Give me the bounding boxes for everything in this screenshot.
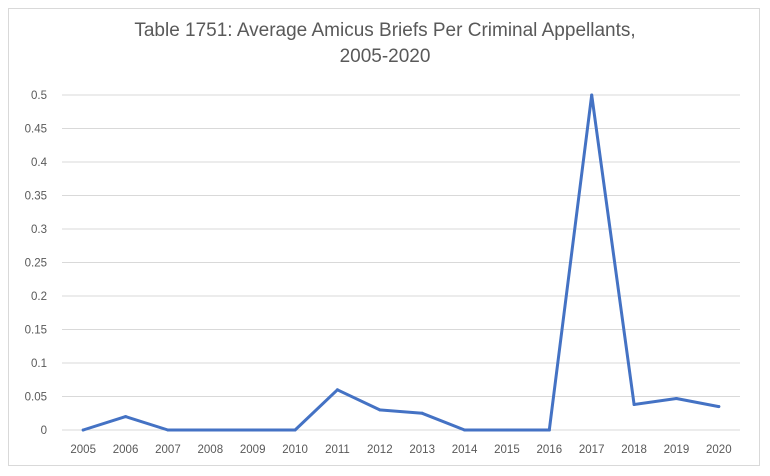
chart-title: Table 1751: Average Amicus Briefs Per Cr… xyxy=(0,18,770,70)
x-tick-label: 2009 xyxy=(240,444,266,456)
series-line-0 xyxy=(81,93,721,432)
x-tick-label: 2020 xyxy=(706,444,732,456)
x-tick-label: 2006 xyxy=(113,444,139,456)
x-tick-label: 2007 xyxy=(155,444,181,456)
x-tick-label: 2015 xyxy=(494,444,520,456)
data-point xyxy=(547,428,551,432)
y-tick-label: 0.5 xyxy=(31,90,47,102)
x-tick-label: 2016 xyxy=(537,444,563,456)
gridlines xyxy=(62,94,740,431)
data-point xyxy=(463,428,467,432)
y-tick-label: 0.35 xyxy=(25,191,47,203)
x-tick-label: 2010 xyxy=(282,444,308,456)
x-tick-label: 2012 xyxy=(367,444,393,456)
x-tick-label: 2011 xyxy=(325,444,350,456)
y-tick-label: 0.3 xyxy=(31,224,47,236)
y-tick-label: 0 xyxy=(41,425,47,437)
x-tick-label: 2019 xyxy=(664,444,690,456)
data-point xyxy=(717,405,721,409)
x-tick-label: 2017 xyxy=(579,444,605,456)
x-tick-label: 2008 xyxy=(198,444,224,456)
x-tick-label: 2005 xyxy=(70,444,96,456)
data-point xyxy=(293,428,297,432)
x-tick-label: 2013 xyxy=(409,444,435,456)
data-point xyxy=(166,428,170,432)
x-tick-label: 2018 xyxy=(621,444,647,456)
data-point xyxy=(590,93,594,97)
y-tick-label: 0.15 xyxy=(25,325,47,337)
data-point xyxy=(335,388,339,392)
data-point xyxy=(632,403,636,407)
chart-title-line-2: 2005-2020 xyxy=(339,46,431,67)
y-axis-ticks: 0 0.05 0.1 0.15 0.2 0.25 0.3 0.35 0.4 0.45 0.5 xyxy=(25,90,48,437)
y-tick-label: 0.4 xyxy=(31,157,48,169)
data-point xyxy=(251,428,255,432)
data-point xyxy=(420,411,424,415)
data-point xyxy=(505,428,509,432)
chart-title-line-1: Table 1751: Average Amicus Briefs Per Cr… xyxy=(134,20,636,41)
y-tick-label: 0.45 xyxy=(25,124,47,136)
y-tick-label: 0.25 xyxy=(25,258,47,270)
y-tick-label: 0.1 xyxy=(31,358,47,370)
series-group xyxy=(81,93,721,432)
data-point xyxy=(378,408,382,412)
data-point xyxy=(208,428,212,432)
chart-frame xyxy=(8,8,760,466)
data-point xyxy=(124,415,128,419)
y-tick-label: 0.2 xyxy=(31,291,47,303)
data-point xyxy=(81,428,85,432)
x-tick-label: 2014 xyxy=(452,444,478,456)
data-point xyxy=(674,397,678,401)
y-tick-label: 0.05 xyxy=(25,392,47,404)
x-axis-ticks: 2005 2006 2007 2008 2009 2010 2011 2012 2013 2014… xyxy=(70,444,731,456)
